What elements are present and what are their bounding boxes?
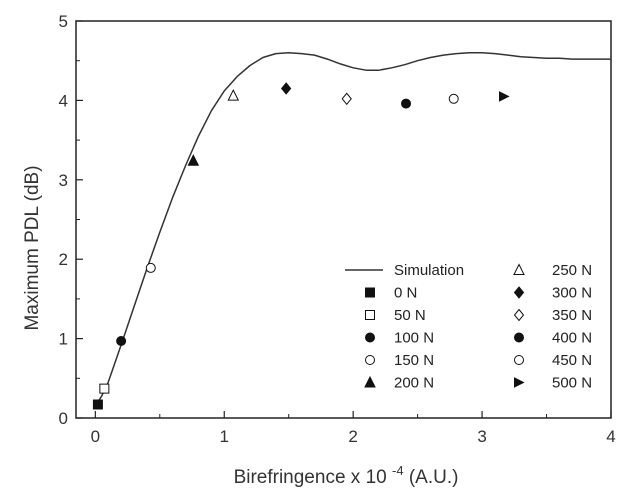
y-tick-label: 5 [59, 12, 68, 31]
legend-item: 100 N [365, 330, 434, 347]
legend-item: 200 N [364, 375, 434, 392]
legend-marker [514, 377, 525, 388]
y-tick-label: 0 [59, 409, 68, 428]
legend-item: 0 N [365, 285, 417, 302]
data-point-350-n [341, 92, 352, 106]
legend-item: 400 N [514, 330, 592, 347]
simulation-line [94, 52, 611, 407]
legend-item: 250 N [513, 262, 592, 279]
series-layer [92, 52, 611, 410]
legend-marker [514, 332, 524, 343]
legend-label: 300 N [552, 285, 592, 302]
legend-item: 500 N [514, 375, 592, 392]
plot-border [75, 20, 612, 419]
legend-label: 250 N [552, 262, 592, 279]
y-tick-label: 3 [59, 171, 68, 190]
legend-label: 350 N [552, 307, 592, 324]
legend-label: 50 N [394, 307, 426, 324]
legend-marker [365, 332, 375, 343]
x-tick-label: 3 [477, 427, 486, 446]
legend-label: 450 N [552, 352, 592, 369]
data-point-50-n [99, 383, 110, 394]
legend-label: 100 N [394, 330, 434, 347]
y-tick-label: 1 [59, 330, 68, 349]
legend-marker [513, 286, 525, 299]
y-tick-label: 4 [59, 91, 68, 110]
legend-marker [514, 355, 524, 365]
legend-label: 400 N [552, 330, 592, 347]
data-point-450-n [448, 93, 459, 104]
legend-item: 50 N [365, 307, 426, 324]
legend-marker [365, 287, 375, 298]
legend-item: 150 N [365, 352, 434, 369]
legend-label: Simulation [394, 262, 464, 279]
legend: Simulation 0 N 50 N 100 N 150 N 200 N 250 N 300… [345, 262, 592, 392]
legend-label: 0 N [394, 285, 417, 302]
y-tick-label: 2 [59, 250, 68, 269]
legend-marker [513, 308, 525, 322]
data-point-500-n [499, 91, 510, 102]
legend-item: 300 N [513, 285, 592, 302]
legend-label: 150 N [394, 352, 434, 369]
legend-label: 200 N [394, 375, 434, 392]
data-point-200-n [187, 154, 200, 166]
data-point-400-n [401, 98, 412, 109]
legend-item: 450 N [514, 352, 592, 369]
legend-item: Simulation [345, 262, 464, 279]
x-axis-label: Birefringence x 10 -4 (A.U.) [234, 463, 459, 488]
data-point-300-n [280, 82, 292, 95]
data-point-250-n [227, 89, 240, 101]
x-tick-label: 1 [220, 427, 229, 446]
x-tick-label: 2 [348, 427, 357, 446]
legend-marker [365, 355, 375, 365]
legend-marker [513, 263, 525, 275]
x-tick-label: 4 [606, 427, 615, 446]
legend-marker [364, 375, 376, 388]
data-point-150-n [145, 262, 156, 273]
y-axis-label: Maximum PDL (dB) [22, 165, 43, 330]
legend-marker [365, 310, 375, 320]
legend-label: 500 N [552, 375, 592, 392]
tick-labels: 0 1 2 3 4 0 1 2 3 4 5 [59, 12, 616, 446]
x-tick-label: 0 [91, 427, 100, 446]
legend-item: 350 N [513, 307, 592, 324]
plot-frame [75, 20, 612, 419]
data-point-0-n [92, 399, 103, 410]
data-point-100-n [116, 335, 127, 346]
axis-ticks [76, 20, 612, 419]
